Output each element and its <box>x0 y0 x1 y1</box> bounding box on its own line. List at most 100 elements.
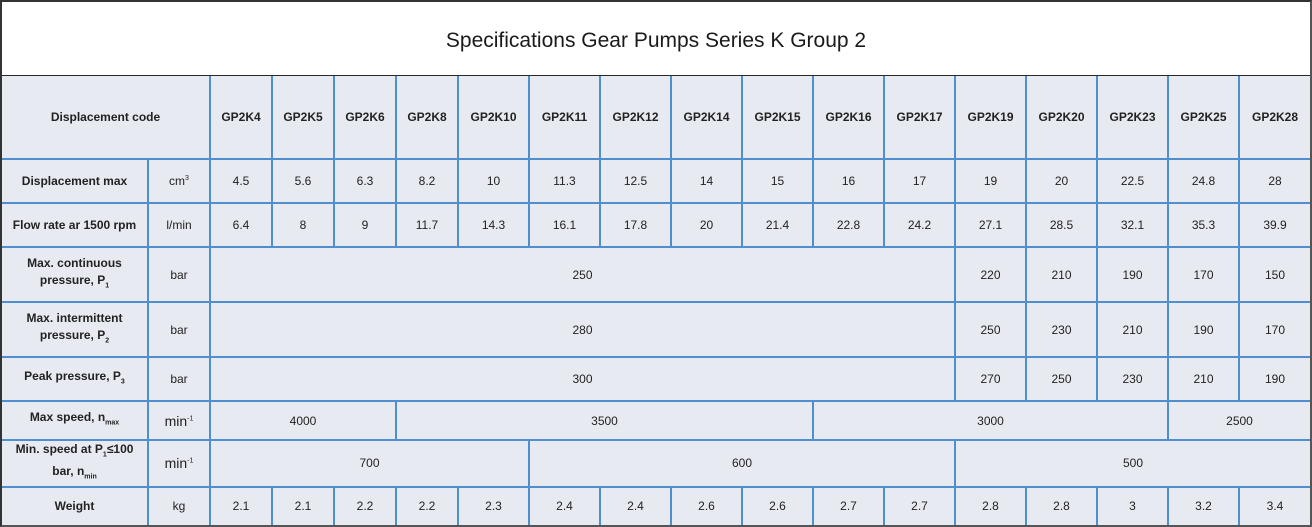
table-cell: 3 <box>1096 485 1169 525</box>
table-cell: 8.2 <box>395 158 459 204</box>
table-cell: 8 <box>271 202 335 248</box>
intermittent-pressure-label: Max. intermittent pressure, P2 <box>2 301 149 358</box>
table-cell: 10 <box>457 158 530 204</box>
table-cell: 39.9 <box>1238 202 1310 248</box>
model-header: GP2K14 <box>670 76 743 160</box>
table-cell: 11.3 <box>528 158 601 204</box>
table-cell: 5.6 <box>271 158 335 204</box>
model-header: GP2K20 <box>1025 76 1098 160</box>
continuous-pressure-unit: bar <box>147 246 211 303</box>
table-cell: 170 <box>1238 301 1310 358</box>
table-cell-merged: 3000 <box>812 400 1169 441</box>
table-cell: 28 <box>1238 158 1310 204</box>
displacement-label: Displacement max <box>2 158 149 204</box>
table-cell: 22.8 <box>812 202 885 248</box>
max-speed-unit: min-1 <box>147 400 211 441</box>
table-cell: 6.4 <box>209 202 273 248</box>
table-cell: 250 <box>954 301 1027 358</box>
table-cell: 28.5 <box>1025 202 1098 248</box>
flow-rate-unit: l/min <box>147 202 211 248</box>
intermittent-pressure-row: Max. intermittent pressure, P2 bar 280 25… <box>2 301 1310 358</box>
table-cell: 270 <box>954 356 1027 402</box>
table-cell-merged: 500 <box>954 439 1310 488</box>
table-cell: 210 <box>1167 356 1240 402</box>
model-header: GP2K23 <box>1096 76 1169 160</box>
table-cell: 2.3 <box>457 485 530 525</box>
table-cell: 24.8 <box>1167 158 1240 204</box>
spec-table: Displacement code GP2K4 GP2K5 GP2K6 GP2K… <box>2 76 1310 525</box>
model-header: GP2K11 <box>528 76 601 160</box>
table-cell-merged: 280 <box>209 301 956 358</box>
table-cell: 2.8 <box>954 485 1027 525</box>
table-cell-merged: 600 <box>528 439 956 488</box>
model-header: GP2K4 <box>209 76 273 160</box>
table-cell: 2.6 <box>670 485 743 525</box>
table-cell-merged: 250 <box>209 246 956 303</box>
table-cell: 9 <box>333 202 397 248</box>
table-cell: 15 <box>741 158 814 204</box>
table-cell: 2.2 <box>395 485 459 525</box>
table-cell: 4.5 <box>209 158 273 204</box>
table-cell-merged: 3500 <box>395 400 814 441</box>
table-cell: 2.7 <box>883 485 956 525</box>
table-cell: 210 <box>1096 301 1169 358</box>
model-header: GP2K5 <box>271 76 335 160</box>
model-header: GP2K28 <box>1238 76 1310 160</box>
table-cell: 35.3 <box>1167 202 1240 248</box>
table-cell: 27.1 <box>954 202 1027 248</box>
model-header: GP2K16 <box>812 76 885 160</box>
model-header: GP2K15 <box>741 76 814 160</box>
intermittent-pressure-unit: bar <box>147 301 211 358</box>
peak-pressure-unit: bar <box>147 356 211 402</box>
peak-pressure-label: Peak pressure, P3 <box>2 356 149 402</box>
table-cell: 24.2 <box>883 202 956 248</box>
table-cell: 22.5 <box>1096 158 1169 204</box>
table-cell-merged: 4000 <box>209 400 397 441</box>
table-cell: 12.5 <box>599 158 672 204</box>
table-cell: 2.1 <box>271 485 335 525</box>
displacement-unit: cm3 <box>147 158 211 204</box>
max-speed-label: Max speed, nmax <box>2 400 149 441</box>
table-cell: 230 <box>1025 301 1098 358</box>
table-cell: 16 <box>812 158 885 204</box>
table-cell: 16.1 <box>528 202 601 248</box>
table-cell: 2.7 <box>812 485 885 525</box>
model-header: GP2K12 <box>599 76 672 160</box>
table-cell: 19 <box>954 158 1027 204</box>
min-speed-unit: min-1 <box>147 439 211 488</box>
table-cell: 6.3 <box>333 158 397 204</box>
header-row: Displacement code GP2K4 GP2K5 GP2K6 GP2K… <box>2 76 1310 160</box>
table-cell: 20 <box>670 202 743 248</box>
table-cell: 190 <box>1096 246 1169 303</box>
table-cell: 170 <box>1167 246 1240 303</box>
table-cell-merged: 2500 <box>1167 400 1310 441</box>
table-cell: 17 <box>883 158 956 204</box>
table-cell: 3.4 <box>1238 485 1310 525</box>
peak-pressure-row: Peak pressure, P3 bar 300 270 250 230 21… <box>2 356 1310 402</box>
table-cell: 2.2 <box>333 485 397 525</box>
model-header: GP2K8 <box>395 76 459 160</box>
model-header: GP2K6 <box>333 76 397 160</box>
table-cell: 220 <box>954 246 1027 303</box>
table-cell: 11.7 <box>395 202 459 248</box>
weight-unit: kg <box>147 485 211 525</box>
table-cell: 2.8 <box>1025 485 1098 525</box>
max-speed-row: Max speed, nmax min-1 4000 3500 3000 250… <box>2 400 1310 441</box>
displacement-row: Displacement max cm3 4.5 5.6 6.3 8.2 10 … <box>2 158 1310 204</box>
table-cell: 21.4 <box>741 202 814 248</box>
page-title: Specifications Gear Pumps Series K Group… <box>2 2 1310 76</box>
table-cell: 250 <box>1025 356 1098 402</box>
flow-rate-label: Flow rate ar 1500 rpm <box>2 202 149 248</box>
flow-rate-row: Flow rate ar 1500 rpm l/min 6.4 8 9 11.7… <box>2 202 1310 248</box>
table-cell: 210 <box>1025 246 1098 303</box>
table-cell: 230 <box>1096 356 1169 402</box>
min-speed-row: Min. speed at P1≤100 bar, nmin min-1 700 … <box>2 439 1310 488</box>
model-header: GP2K19 <box>954 76 1027 160</box>
model-header: GP2K25 <box>1167 76 1240 160</box>
table-cell: 150 <box>1238 246 1310 303</box>
table-cell: 14.3 <box>457 202 530 248</box>
model-header: GP2K10 <box>457 76 530 160</box>
weight-label: Weight <box>2 485 149 525</box>
table-cell: 190 <box>1167 301 1240 358</box>
